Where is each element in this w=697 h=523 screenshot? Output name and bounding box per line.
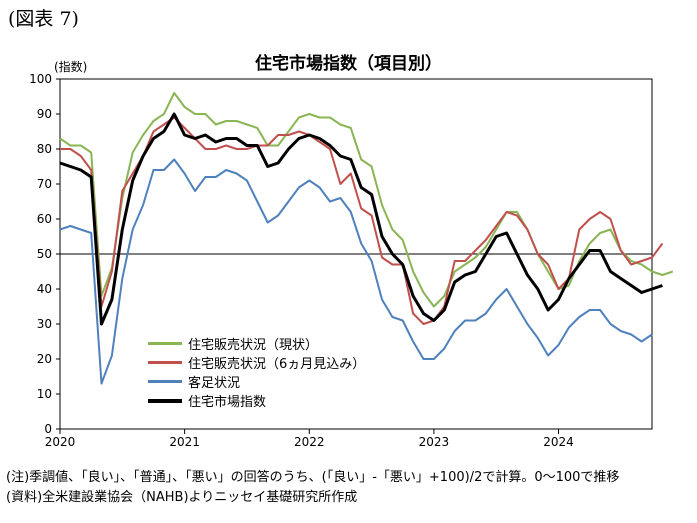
legend-swatch bbox=[148, 342, 182, 345]
legend-swatch bbox=[148, 380, 182, 383]
legend-item: 住宅販売状況（6ヵ月見込み） bbox=[148, 353, 365, 372]
figure-label: (図表 7) bbox=[8, 8, 79, 30]
note-line: (注)季調値、「良い」、「普通」、「悪い」の回答のうち、(「良い」-「悪い」+1… bbox=[6, 470, 620, 485]
series-line-3 bbox=[59, 158, 653, 385]
y-tick-label: 70 bbox=[37, 177, 52, 191]
y-tick-label: 30 bbox=[37, 317, 52, 331]
chart-legend: 住宅販売状況（現状） 住宅販売状況（6ヵ月見込み） 客足状況住宅市場指数 bbox=[148, 334, 365, 410]
y-axis-unit-label: (指数) bbox=[54, 60, 88, 74]
source-line: (資料)全米建設業協会（NAHB)よりニッセイ基礎研究所作成 bbox=[6, 490, 358, 505]
x-tick-label: 2024 bbox=[543, 435, 574, 449]
legend-swatch bbox=[148, 398, 182, 403]
y-tick-label: 60 bbox=[37, 212, 52, 226]
y-tick-label: 40 bbox=[37, 282, 52, 296]
legend-label: 住宅販売状況（現状） bbox=[188, 338, 319, 353]
y-tick-label: 0 bbox=[44, 422, 52, 436]
legend-item: 住宅市場指数 bbox=[148, 391, 365, 410]
line-chart: 0 10 20 30 40 50 60 70 80 90 100 2020 2021 2022 2023 20… bbox=[29, 72, 674, 449]
legend-label: 住宅市場指数 bbox=[188, 395, 267, 410]
y-tick-label: 50 bbox=[37, 247, 52, 261]
y-tick-label: 80 bbox=[37, 142, 52, 156]
legend-item: 客足状況 bbox=[148, 372, 365, 391]
series-line-4 bbox=[59, 112, 663, 326]
y-tick-label: 10 bbox=[37, 387, 52, 401]
chart-title: 住宅市場指数（項目別） bbox=[255, 54, 442, 74]
x-tick-label: 2022 bbox=[294, 435, 325, 449]
footnotes: (注)季調値、「良い」、「普通」、「悪い」の回答のうち、(「良い」-「悪い」+1… bbox=[6, 468, 619, 508]
x-tick-label: 2020 bbox=[45, 435, 76, 449]
legend-item: 住宅販売状況（現状） bbox=[148, 334, 365, 353]
legend-label: 客足状況 bbox=[188, 376, 241, 391]
y-tick-label: 20 bbox=[37, 352, 52, 366]
x-tick-label: 2021 bbox=[169, 435, 200, 449]
y-tick-label: 90 bbox=[37, 107, 52, 121]
x-tick-label: 2023 bbox=[419, 435, 450, 449]
series-line-2 bbox=[60, 116, 664, 325]
y-tick-label: 100 bbox=[29, 72, 52, 86]
legend-label: 住宅販売状況（6ヵ月見込み） bbox=[188, 357, 366, 372]
legend-swatch bbox=[148, 361, 182, 364]
series-line-1 bbox=[59, 92, 674, 308]
